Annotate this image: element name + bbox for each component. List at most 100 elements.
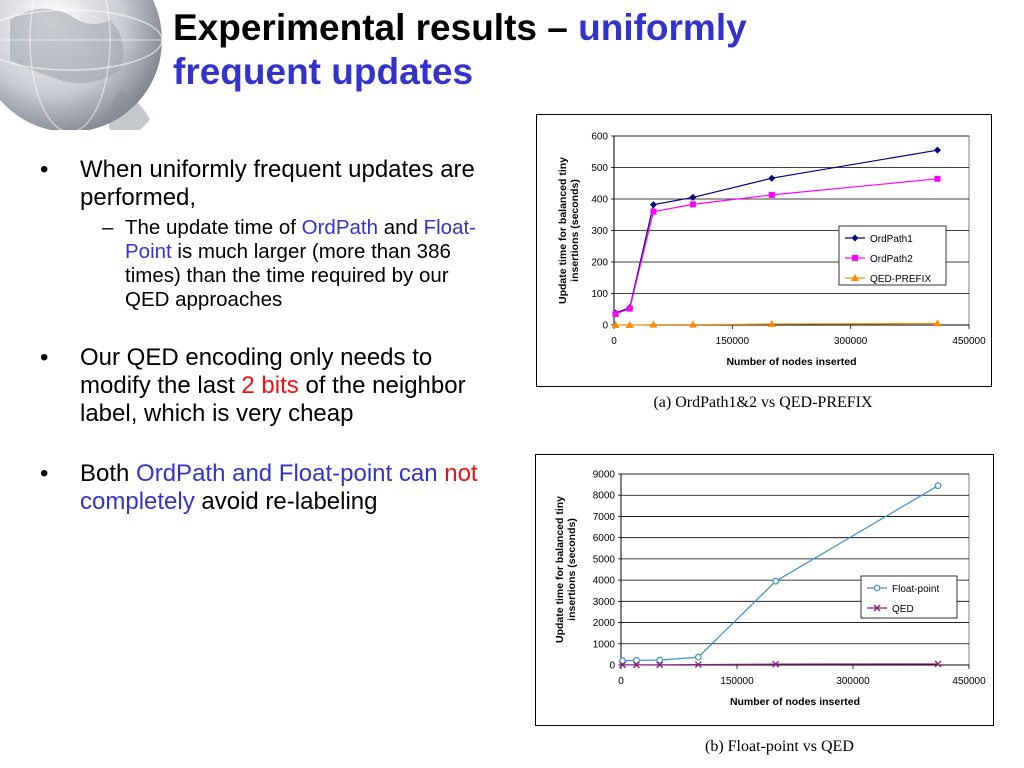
y-tick-label: 8000: [593, 491, 616, 502]
data-point: [934, 482, 942, 490]
bullet-3-text-not: not: [444, 460, 478, 487]
data-point: [619, 657, 626, 665]
data-point: [768, 174, 776, 182]
legend-label: QED: [892, 604, 914, 615]
data-point: [619, 661, 627, 669]
y-tick-label: 3000: [593, 597, 616, 608]
data-point: [650, 208, 657, 215]
data-point: [767, 320, 776, 328]
data-point: [694, 653, 702, 661]
data-point: [933, 146, 941, 154]
legend-label: OrdPath1: [870, 234, 913, 245]
bullet-glyph: •: [40, 156, 49, 183]
globe-logo: [0, 0, 172, 130]
data-point: [649, 201, 657, 209]
y-tick-label: 600: [591, 132, 608, 143]
bullet-2: • Our QED encoding only needs to modify …: [40, 344, 495, 428]
y-tick-label: 400: [591, 195, 608, 206]
bullet-3: • Both OrdPath and Float-point can not c…: [40, 460, 495, 516]
chart-b: 0 1000 2000 3000 4000 5000 6000 7000 8000 9000 0 15…: [554, 470, 986, 709]
legend-marker: [851, 274, 859, 281]
y-tick-label: 4000: [593, 576, 616, 587]
legend-label: OrdPath2: [870, 254, 913, 265]
x-tick-label: 150000: [716, 336, 750, 347]
bullet-3-text-2: OrdPath and Float-point can: [136, 460, 445, 487]
x-tick-label: 150000: [720, 676, 754, 687]
bullet-1: • When uniformly frequent updates are pe…: [40, 156, 495, 212]
legend-label: QED-PREFIX: [870, 274, 931, 285]
data-point: [625, 321, 634, 328]
data-point: [649, 320, 658, 328]
legend-marker: [852, 255, 858, 261]
sub-text-1: The update time of: [125, 216, 302, 239]
bullet-2-text-1: Our QED encoding only needs to modify th…: [80, 344, 433, 399]
x-tick-label: 450000: [952, 336, 986, 347]
data-point: [768, 191, 775, 198]
y-tick-label: 0: [609, 661, 615, 672]
x-axis-label: Number of nodes inserted: [726, 356, 856, 368]
y-tick-label: 0: [602, 321, 608, 332]
y-tick-label: 200: [591, 258, 608, 269]
legend-marker: [851, 234, 859, 242]
title-part2: uniformly: [578, 7, 747, 48]
sub-bullet-1: – The update time of OrdPath and Float-P…: [40, 216, 495, 312]
y-tick-label: 1000: [593, 639, 616, 650]
legend-marker: [873, 584, 881, 592]
bullet-glyph: •: [40, 460, 49, 487]
title-part1: Experimental results –: [173, 7, 579, 48]
x-tick-label: 0: [618, 676, 624, 687]
x-tick-label: 0: [611, 336, 617, 347]
sub-text-floatpoint: Float-Point: [125, 216, 477, 263]
series-line-qed-prefix: [615, 322, 938, 326]
data-point: [656, 661, 664, 669]
y-tick-label: 300: [591, 226, 608, 237]
data-point: [626, 305, 633, 312]
y-tick-label: 6000: [593, 533, 616, 544]
x-tick-label: 450000: [952, 676, 986, 687]
y-axis-label: Update time for balanced tinyinsertions …: [554, 496, 578, 643]
data-point: [656, 656, 664, 664]
legend-label: Float-point: [892, 584, 939, 595]
data-point: [633, 661, 640, 669]
caption-a: (a) OrdPath1&2 vs QED-PREFIX: [653, 394, 873, 411]
data-point: [689, 201, 696, 208]
y-tick-label: 2000: [593, 618, 616, 629]
bullet-3-text-1: Both: [80, 460, 137, 487]
data-point: [772, 577, 780, 585]
data-point: [611, 321, 620, 328]
data-point: [612, 310, 619, 317]
dash-glyph: –: [102, 216, 114, 239]
bullet-list: • When uniformly frequent updates are pe…: [40, 156, 495, 516]
data-point: [633, 656, 640, 664]
data-point: [689, 193, 697, 201]
data-point: [933, 319, 942, 327]
y-tick-label: 9000: [593, 470, 616, 481]
bullet-2-text-2: of the neighbor label, which is very che…: [80, 372, 466, 427]
bullet-3-text-4: avoid re-labeling: [194, 488, 378, 515]
sub-text-3: is much larger (more than 386 times) tha…: [125, 240, 451, 311]
y-tick-label: 5000: [593, 554, 616, 565]
x-axis-label: Number of nodes inserted: [730, 696, 860, 708]
data-point: [934, 175, 941, 182]
data-point: [934, 660, 942, 668]
sub-text-2: and: [378, 216, 424, 239]
sub-text-ordpath: OrdPath: [301, 216, 378, 239]
bullet-glyph: •: [40, 344, 49, 371]
x-tick-label: 300000: [836, 676, 870, 687]
bullet-3-text-3: completely: [80, 488, 195, 515]
bullet-2-text-2bits: 2 bits: [241, 372, 299, 399]
page-title: Experimental results – uniformly frequen…: [173, 6, 1013, 94]
legend-box: [860, 575, 958, 619]
y-tick-label: 100: [591, 289, 608, 300]
caption-b: (b) Float-point vs QED: [705, 738, 854, 755]
title-part3: frequent updates: [173, 51, 474, 92]
x-tick-label: 300000: [834, 336, 868, 347]
chart-a-frame: 0 100 200 300 400 500 600 0 150000 300000 450000 Nu…: [536, 114, 992, 387]
data-point: [772, 660, 780, 668]
y-axis-label: Update time for balanced tinyinsertions …: [557, 157, 581, 304]
data-point: [694, 661, 702, 669]
data-point: [688, 320, 697, 328]
bullet-1-text: When uniformly frequent updates are perf…: [80, 156, 475, 211]
y-tick-label: 7000: [593, 512, 616, 523]
series-line-qed: [622, 663, 939, 666]
